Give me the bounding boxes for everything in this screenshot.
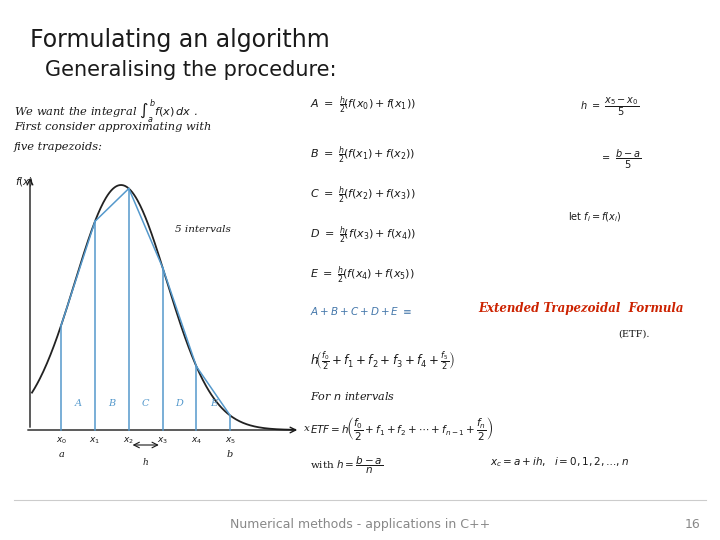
Text: Numerical methods - applications in C++: Numerical methods - applications in C++	[230, 518, 490, 531]
Text: 16: 16	[684, 518, 700, 531]
Text: $x_5$: $x_5$	[225, 435, 235, 445]
Text: First consider approximating with: First consider approximating with	[14, 122, 212, 132]
Text: $x_3$: $x_3$	[157, 435, 168, 445]
Text: $E \ = \ \frac{h}{2}\!\left(f(x_4)+f(x_5)\right)$: $E \ = \ \frac{h}{2}\!\left(f(x_4)+f(x_5…	[310, 265, 415, 287]
Text: $x_2$: $x_2$	[123, 435, 135, 445]
Text: $\mathrm{let}\ f_i = f(x_i)$: $\mathrm{let}\ f_i = f(x_i)$	[568, 210, 621, 224]
Text: $h\!\left(\frac{f_0}{2} + f_1 + f_2 + f_3 + f_4 + \frac{f_5}{2}\right)$: $h\!\left(\frac{f_0}{2} + f_1 + f_2 + f_…	[310, 350, 455, 373]
Text: $x_1$: $x_1$	[89, 435, 101, 445]
Text: A: A	[75, 399, 81, 408]
Text: (ETF).: (ETF).	[618, 330, 649, 339]
Text: $x_4$: $x_4$	[191, 435, 202, 445]
Text: $A \ = \ \frac{h}{2}\!\left(f(x_0)+f(x_1)\right)$: $A \ = \ \frac{h}{2}\!\left(f(x_0)+f(x_1…	[310, 95, 416, 117]
Text: h: h	[143, 458, 148, 467]
Text: $D \ = \ \frac{h}{2}\!\left(f(x_3)+f(x_4)\right)$: $D \ = \ \frac{h}{2}\!\left(f(x_3)+f(x_4…	[310, 225, 416, 246]
Text: b: b	[227, 450, 233, 459]
Text: $B \ = \ \frac{h}{2}\!\left(f(x_1)+f(x_2)\right)$: $B \ = \ \frac{h}{2}\!\left(f(x_1)+f(x_2…	[310, 145, 415, 166]
Text: five trapezoids:: five trapezoids:	[14, 142, 103, 152]
Text: E: E	[210, 399, 217, 408]
Text: with $h = \dfrac{b-a}{n}$: with $h = \dfrac{b-a}{n}$	[310, 455, 383, 476]
Text: We want the integral $\int_a^b f(x)\,dx$ .: We want the integral $\int_a^b f(x)\,dx$…	[14, 98, 198, 126]
Text: 5 intervals: 5 intervals	[175, 225, 231, 234]
Text: For $n$ intervals: For $n$ intervals	[310, 390, 395, 402]
Text: B: B	[108, 399, 115, 408]
Text: Formulating an algorithm: Formulating an algorithm	[30, 28, 330, 52]
Text: D: D	[176, 399, 184, 408]
Text: a: a	[58, 450, 64, 459]
Text: $= \ \dfrac{b - a}{5}$: $= \ \dfrac{b - a}{5}$	[600, 148, 642, 171]
Text: $h \ = \ \dfrac{x_5 - x_0}{5}$: $h \ = \ \dfrac{x_5 - x_0}{5}$	[580, 95, 639, 118]
Text: Extended Trapezoidal  Formula: Extended Trapezoidal Formula	[478, 302, 683, 315]
Text: Generalising the procedure:: Generalising the procedure:	[45, 60, 336, 80]
Text: $x_c = a + ih,\ \ i=0,1,2,\ldots,n$: $x_c = a + ih,\ \ i=0,1,2,\ldots,n$	[490, 455, 629, 469]
Text: $ETF = h\!\left(\dfrac{f_0}{2} + f_1 + f_2 + \cdots + f_{n-1} + \dfrac{f_n}{2}\r: $ETF = h\!\left(\dfrac{f_0}{2} + f_1 + f…	[310, 415, 493, 442]
Text: $x_0$: $x_0$	[55, 435, 67, 445]
Text: $A+B+C+D+E \ \equiv$: $A+B+C+D+E \ \equiv$	[310, 305, 413, 317]
Text: x: x	[304, 424, 310, 433]
Text: C: C	[142, 399, 150, 408]
Text: $f(x)$: $f(x)$	[15, 175, 34, 188]
Text: $C \ = \ \frac{h}{2}\!\left(f(x_2)+f(x_3)\right)$: $C \ = \ \frac{h}{2}\!\left(f(x_2)+f(x_3…	[310, 185, 415, 206]
